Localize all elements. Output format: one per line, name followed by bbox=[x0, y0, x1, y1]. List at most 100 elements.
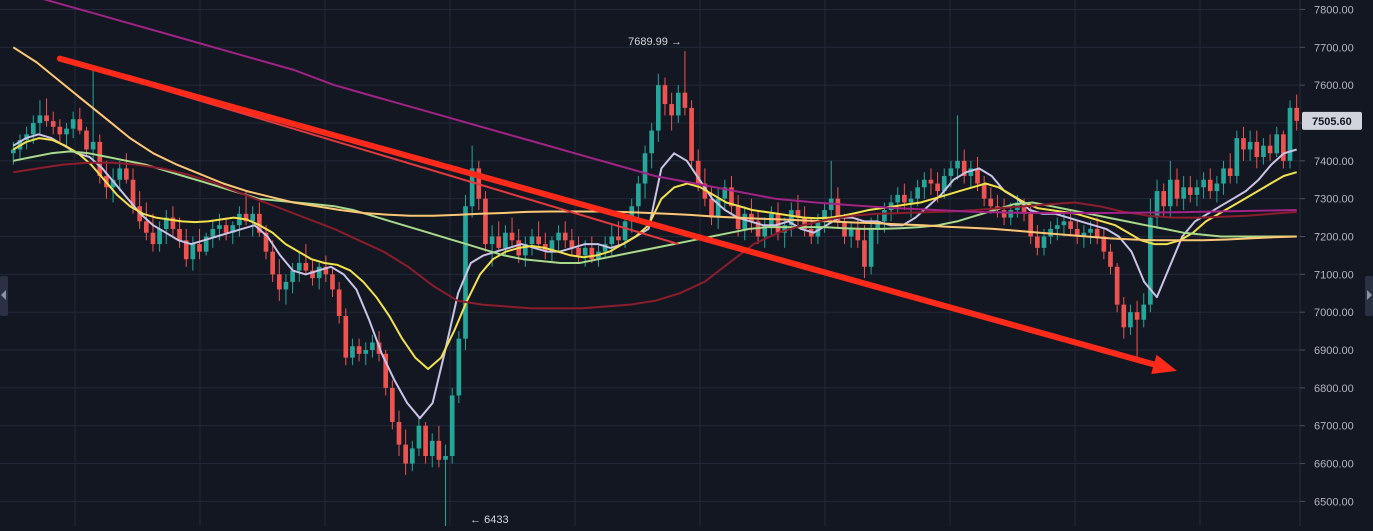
candle-body bbox=[203, 236, 209, 252]
candle-body bbox=[935, 183, 940, 192]
candle-body bbox=[622, 221, 628, 241]
price-axis-label: 6600.00 bbox=[1314, 459, 1354, 471]
candle-body bbox=[1221, 168, 1226, 184]
candle-body bbox=[875, 221, 881, 229]
candle-body bbox=[562, 232, 568, 241]
candle-body bbox=[403, 444, 408, 464]
candle-body bbox=[1074, 228, 1080, 237]
candle-body bbox=[782, 225, 787, 233]
candle-body bbox=[1274, 134, 1280, 154]
candle-body bbox=[689, 107, 694, 161]
candle-body bbox=[1001, 210, 1007, 218]
price-axis-label: 7000.00 bbox=[1314, 307, 1354, 319]
candle-body bbox=[702, 183, 708, 199]
moving-average-line-5 bbox=[13, 161, 1297, 310]
candle-body bbox=[1121, 304, 1127, 328]
candle-body bbox=[130, 179, 136, 207]
candle-body bbox=[1101, 236, 1107, 252]
candle-body bbox=[1148, 217, 1153, 305]
candle-body bbox=[549, 240, 555, 252]
drawings[interactable] bbox=[56, 55, 1177, 375]
candle-body bbox=[263, 232, 269, 252]
trend-arrow-head bbox=[1151, 354, 1177, 375]
candle-body bbox=[955, 160, 960, 169]
candle-body bbox=[582, 247, 588, 256]
candle-body bbox=[1021, 202, 1027, 214]
candle-body bbox=[589, 247, 595, 260]
candle-body bbox=[902, 194, 907, 203]
candle-body bbox=[409, 448, 415, 464]
candle-body bbox=[243, 213, 249, 222]
candle-body bbox=[489, 236, 495, 245]
candle-body bbox=[1061, 221, 1067, 226]
candle-body bbox=[77, 119, 83, 131]
candle-body bbox=[323, 266, 329, 275]
candle-body bbox=[1028, 213, 1034, 237]
candle-body bbox=[868, 228, 874, 267]
candle-body bbox=[303, 263, 309, 271]
left-panel-toggle[interactable] bbox=[0, 276, 8, 316]
price-axis-label: 7400.00 bbox=[1314, 156, 1354, 168]
candle-body bbox=[835, 198, 841, 222]
candle-body bbox=[509, 232, 515, 241]
candle-body bbox=[50, 121, 56, 127]
candle-body bbox=[529, 236, 535, 245]
candle-body bbox=[1081, 232, 1087, 237]
candle-body bbox=[1134, 312, 1140, 320]
candle-body bbox=[669, 104, 674, 116]
candle-body bbox=[343, 315, 349, 358]
candle-body bbox=[802, 217, 807, 229]
candle-body bbox=[908, 198, 914, 203]
candle-body bbox=[177, 228, 182, 241]
candle-body bbox=[296, 263, 302, 271]
candle-body bbox=[968, 168, 974, 176]
candle-body bbox=[862, 240, 867, 267]
price-axis[interactable]: 6500.00 6600.00 6700.00 6800.00 6900.00 7000.… bbox=[1299, 0, 1373, 526]
candle-body bbox=[330, 274, 335, 290]
candle-body bbox=[729, 187, 734, 207]
candle-body bbox=[429, 440, 435, 456]
candle-body bbox=[1041, 236, 1047, 248]
last-price-tag bbox=[1302, 111, 1362, 130]
candle-body bbox=[1008, 210, 1014, 218]
candle-body bbox=[237, 213, 242, 226]
candle-body bbox=[1214, 183, 1220, 192]
candle-body bbox=[523, 244, 528, 256]
candle-body bbox=[30, 122, 36, 135]
candle-body bbox=[310, 270, 315, 279]
candle-body bbox=[1254, 141, 1260, 158]
last-price-label: 7505.60 bbox=[1312, 116, 1352, 128]
candle-body bbox=[183, 240, 189, 260]
candle-body bbox=[170, 217, 176, 229]
right-panel-toggle[interactable] bbox=[1365, 276, 1373, 316]
candle-body bbox=[37, 115, 43, 123]
candle-body bbox=[988, 198, 994, 207]
candle-body bbox=[383, 353, 389, 388]
candle-body bbox=[97, 141, 103, 176]
moving-average-line-4 bbox=[12, 46, 1297, 242]
candle-body bbox=[1128, 312, 1133, 328]
candle-body bbox=[396, 421, 402, 445]
candle-body bbox=[64, 128, 69, 135]
candle-body bbox=[715, 198, 721, 218]
candle-body bbox=[469, 168, 475, 207]
candle-body bbox=[1161, 191, 1167, 207]
candle-body bbox=[1194, 187, 1200, 195]
candle-body bbox=[350, 346, 355, 358]
candle-body bbox=[921, 179, 927, 188]
candle-body bbox=[456, 338, 462, 396]
candle-body bbox=[416, 425, 422, 449]
candle-body bbox=[230, 225, 236, 233]
grid bbox=[0, 0, 1300, 526]
candle-body bbox=[270, 251, 275, 275]
candle-body bbox=[642, 153, 648, 184]
candle-body bbox=[815, 221, 821, 237]
candle-body bbox=[449, 395, 455, 456]
candle-body bbox=[695, 160, 701, 184]
price-axis-label: 6500.00 bbox=[1314, 496, 1354, 508]
candle-body bbox=[775, 213, 781, 233]
candle-body bbox=[602, 244, 608, 252]
candle-body bbox=[84, 130, 89, 150]
